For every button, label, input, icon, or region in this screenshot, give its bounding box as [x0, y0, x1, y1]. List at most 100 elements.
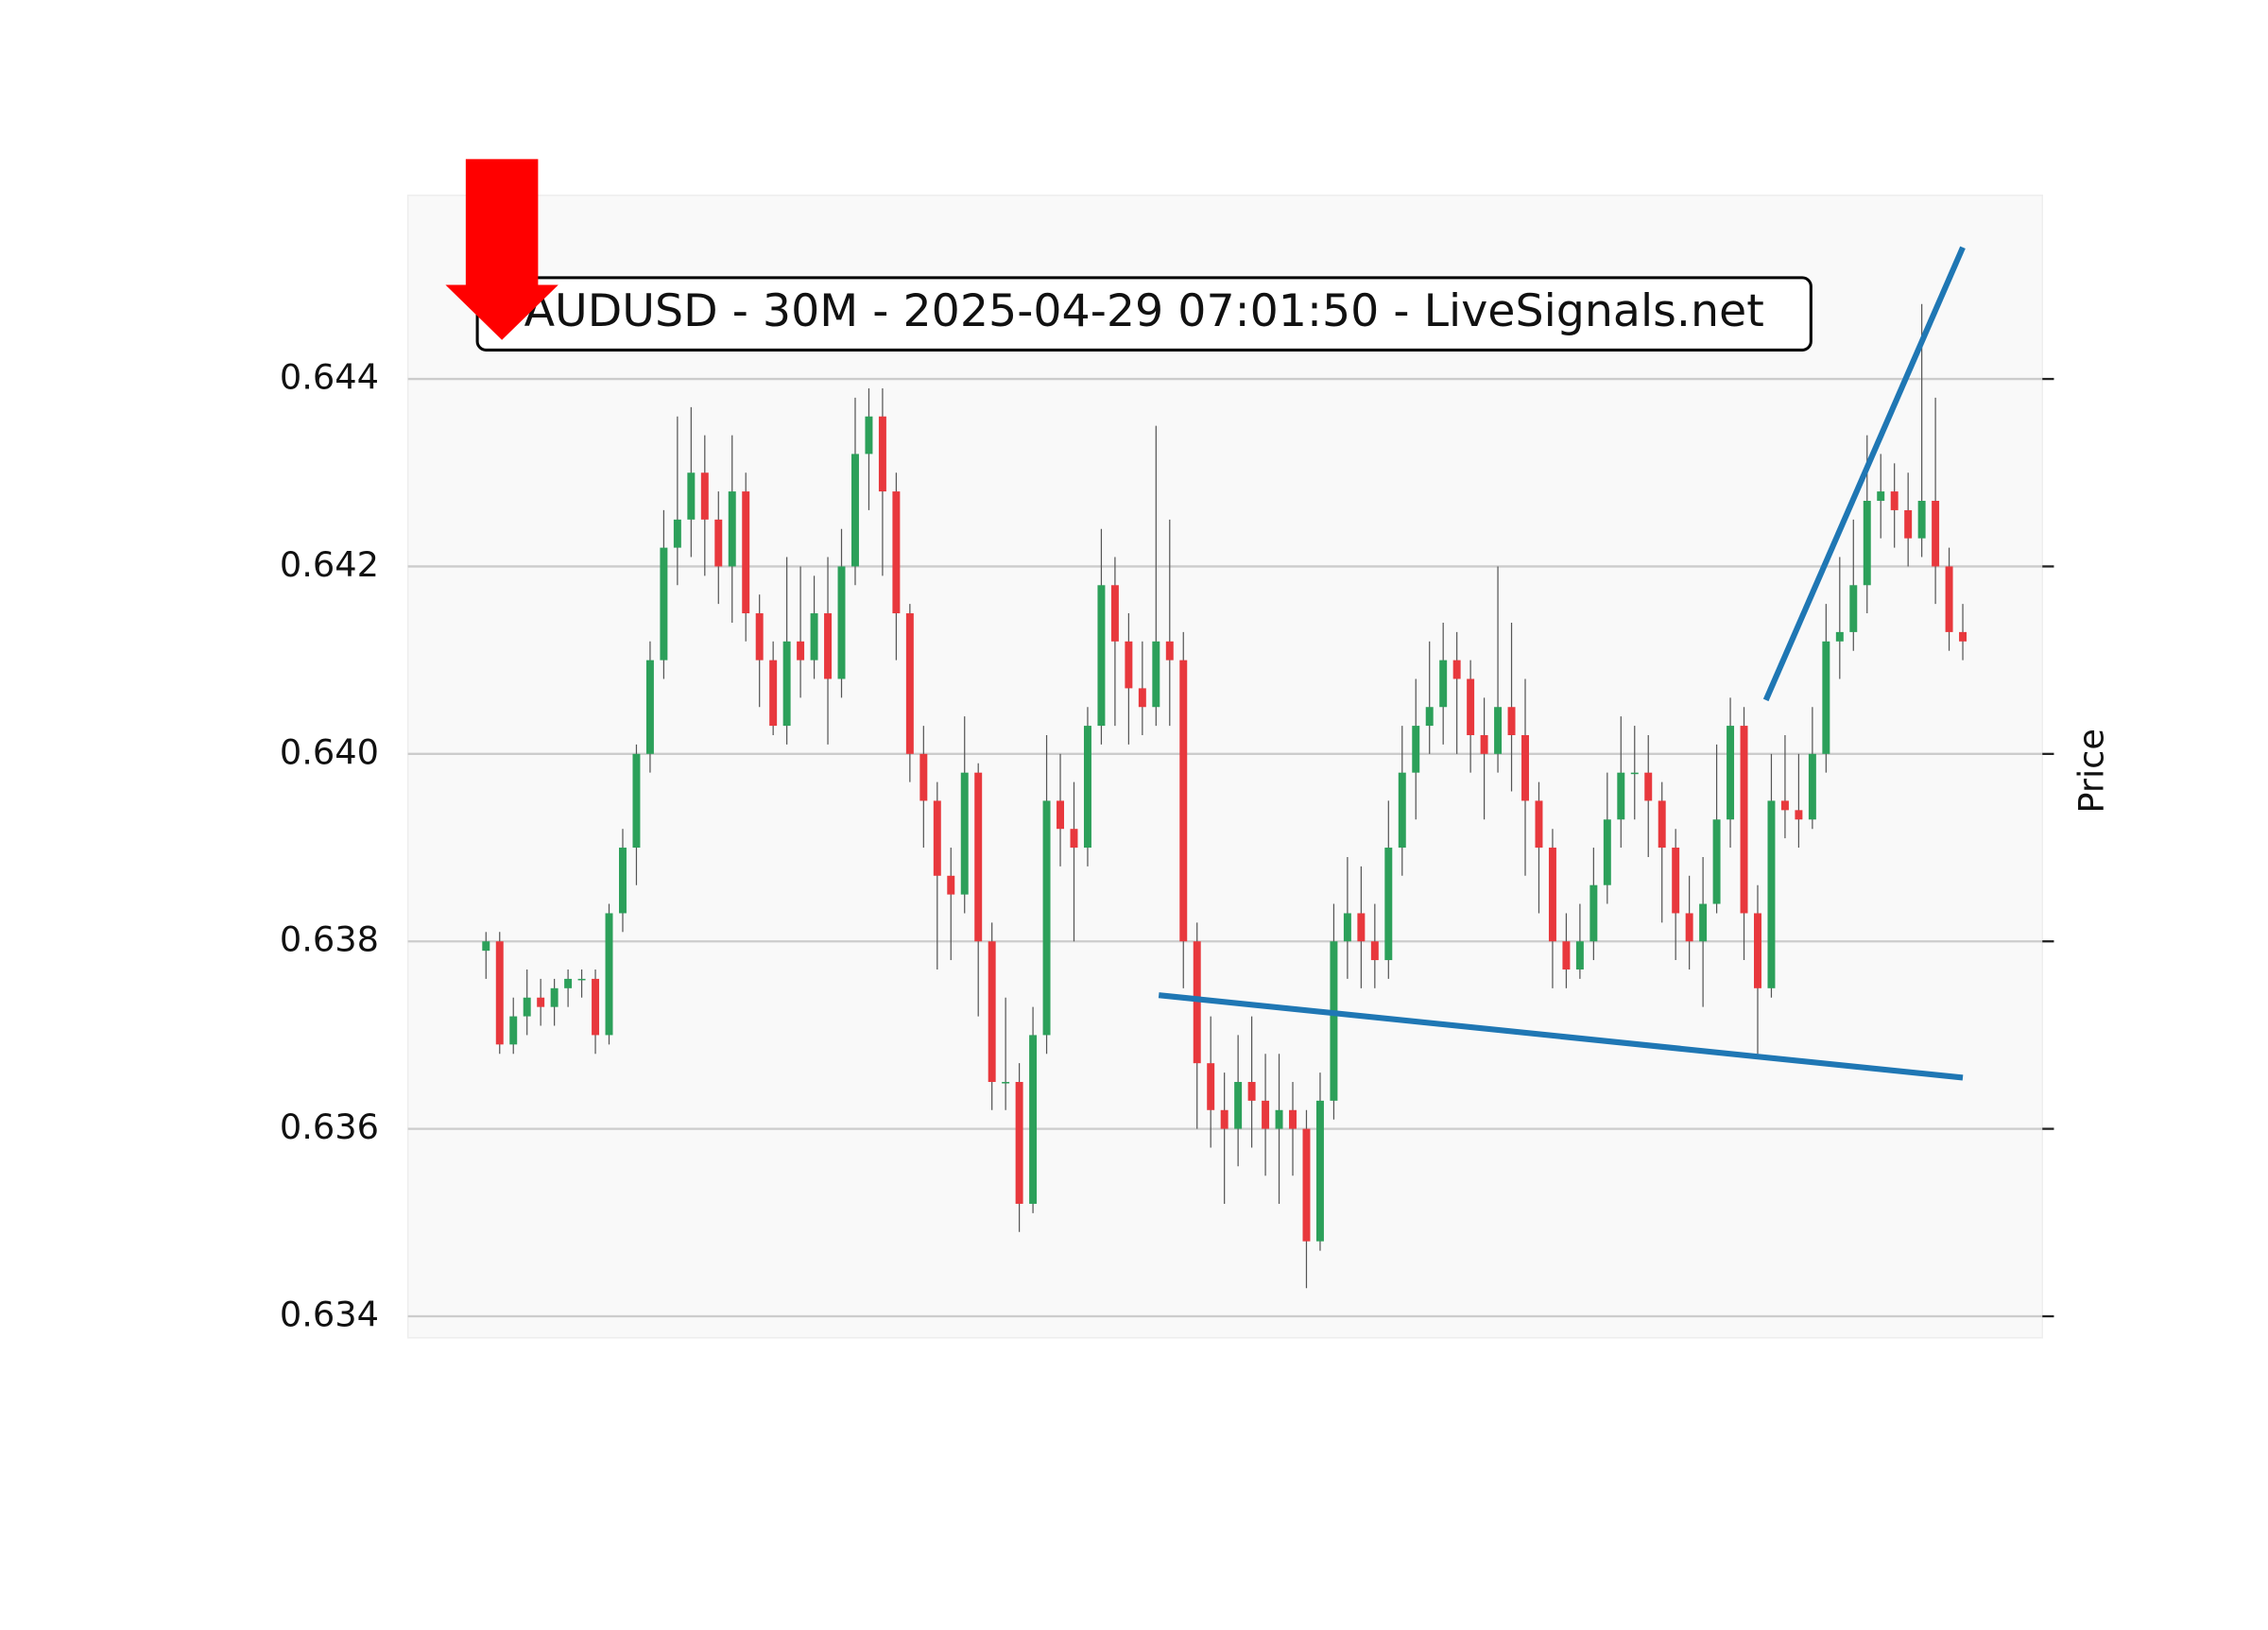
candle-body — [1904, 509, 1913, 539]
candle-body — [1740, 726, 1748, 914]
candle-body — [1521, 734, 1529, 801]
candle-body — [1152, 641, 1160, 708]
candle-body — [1275, 1109, 1283, 1129]
candle-body — [1070, 829, 1078, 849]
candle-body — [1795, 810, 1803, 820]
candle-body — [1890, 491, 1899, 510]
trendline — [1158, 992, 1964, 1081]
candle-body — [1289, 1109, 1297, 1129]
signal-arrow — [445, 159, 558, 340]
candle-body — [1780, 800, 1789, 811]
candle-body — [1467, 678, 1475, 735]
candle-body — [1452, 660, 1461, 679]
candle-body — [1754, 913, 1761, 988]
candle-body — [1234, 1082, 1243, 1129]
candle-body — [892, 491, 901, 614]
candle-body — [1712, 819, 1721, 904]
candle-body — [1002, 1082, 1010, 1084]
candle-body — [1617, 772, 1625, 820]
candle-body — [577, 978, 586, 981]
candle-body — [1603, 819, 1611, 885]
candle-body — [850, 454, 859, 567]
y-tick-label: 0.638 — [280, 919, 379, 960]
candle-body — [1057, 800, 1065, 830]
candle-body — [1370, 941, 1379, 961]
candle-body — [592, 978, 600, 1036]
candle-body — [605, 913, 613, 1036]
candle-body — [1562, 941, 1571, 969]
candle-body — [1494, 707, 1503, 754]
candles — [482, 303, 1967, 1289]
candle-body — [495, 941, 504, 1045]
candle-body — [1384, 848, 1393, 961]
candle-body — [1727, 726, 1735, 820]
candle-body — [1863, 501, 1871, 586]
candle-body — [1083, 726, 1091, 849]
candle-body — [1042, 800, 1051, 1036]
candle-body — [1535, 800, 1543, 849]
candle-body — [1658, 800, 1666, 849]
candle-body — [810, 613, 818, 661]
candle-body — [1507, 707, 1516, 735]
candle-body — [619, 848, 627, 914]
y-tick-label: 0.640 — [280, 731, 379, 772]
candle-body — [1575, 941, 1584, 969]
candle-body — [537, 997, 545, 1007]
candle-body — [1672, 848, 1680, 914]
candle-body — [1917, 501, 1926, 539]
candle-body — [1193, 941, 1201, 1064]
candle-body — [742, 491, 750, 614]
candle-body — [1398, 772, 1406, 849]
candle-body — [933, 800, 941, 876]
candle-body — [1877, 491, 1885, 502]
candle-body — [1357, 913, 1366, 942]
grid: 0.634 0.636 0.638 0.640 0.642 0.644 — [280, 357, 2054, 1335]
candle-body — [1125, 641, 1133, 689]
candle-body — [797, 641, 805, 661]
candle-body — [700, 472, 709, 520]
candle-body — [1138, 688, 1146, 708]
candle-body — [865, 416, 873, 455]
candle-body — [509, 1016, 518, 1045]
candle-body — [1179, 660, 1188, 942]
candle-body — [974, 772, 983, 942]
arrow-shaft — [465, 159, 539, 287]
candle-body — [1835, 631, 1844, 642]
candle-body — [1110, 585, 1119, 642]
candle-body — [1015, 1082, 1023, 1204]
candle-body — [714, 519, 723, 567]
candle-body — [837, 566, 846, 679]
plot-area — [406, 194, 2043, 1339]
candle-body — [687, 472, 696, 520]
candle-body — [878, 416, 886, 492]
candle-body — [1302, 1128, 1311, 1242]
candle-body — [1247, 1082, 1256, 1101]
candle-body — [919, 753, 928, 801]
candle-body — [1220, 1109, 1228, 1129]
candle-body — [1315, 1100, 1324, 1242]
candle-body — [1808, 753, 1816, 820]
candle-body — [1439, 660, 1448, 708]
y-tick-label: 0.644 — [280, 357, 379, 398]
candle-body — [523, 997, 531, 1017]
candle-body — [1548, 848, 1556, 942]
arrow-head — [445, 284, 558, 340]
candle-body — [1767, 800, 1776, 988]
candle-body — [1699, 903, 1708, 942]
y-tick-label: 0.634 — [280, 1295, 379, 1335]
candle-body — [1262, 1100, 1270, 1129]
candle-body — [782, 641, 791, 727]
candle-body — [660, 547, 668, 661]
chart-title: AUDUSD - 30M - 2025-04-29 07:01:50 - Liv… — [524, 285, 1764, 337]
trendline — [1762, 246, 1966, 702]
candle-body — [564, 978, 573, 988]
candle-body — [482, 941, 490, 952]
candle-body — [824, 613, 833, 679]
candle-body — [632, 753, 641, 849]
candle-body — [550, 987, 558, 1007]
candle-body — [1330, 941, 1338, 1101]
candle-body — [1822, 641, 1830, 754]
trendlines — [1158, 246, 1966, 1081]
